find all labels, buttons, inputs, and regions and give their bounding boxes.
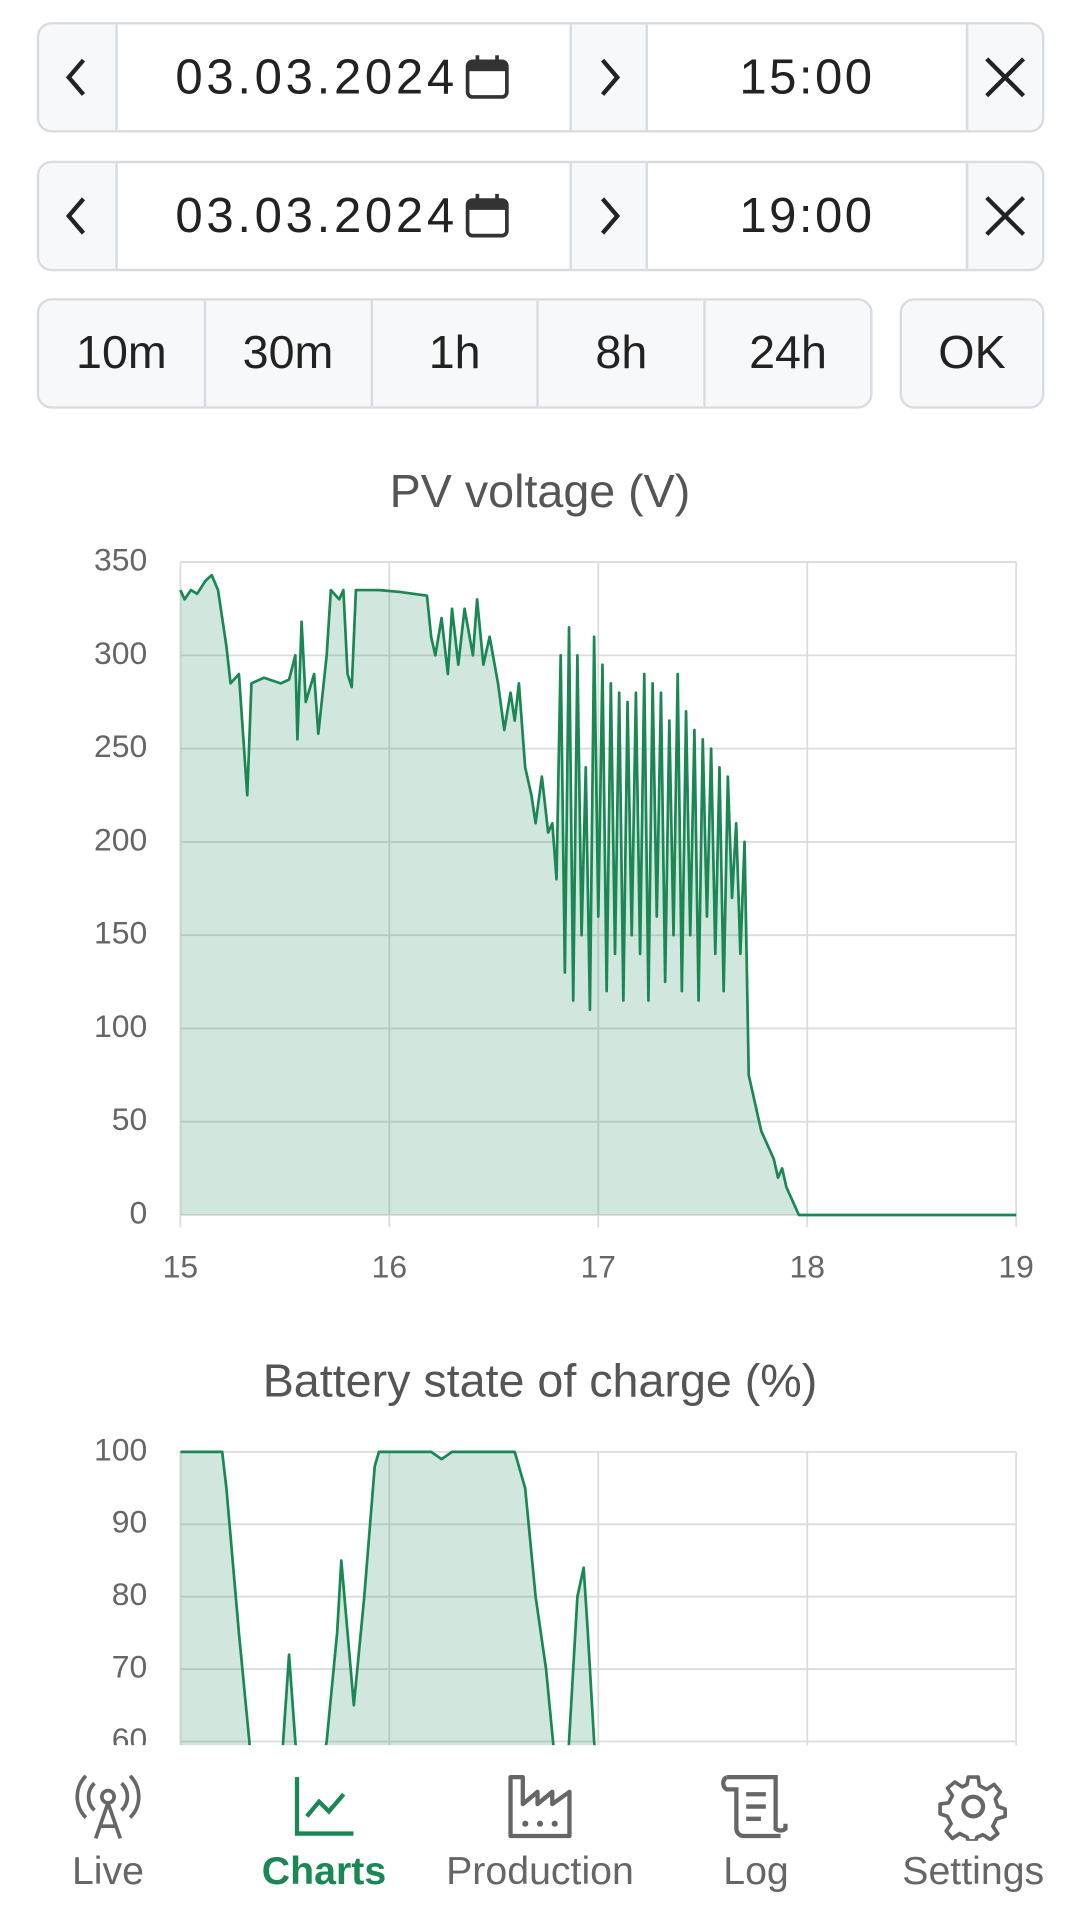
prev-day[interactable] [39, 163, 116, 269]
start-picker: 03.03.2024 15:00 [36, 22, 1045, 133]
bottom-nav: Live Charts Production Log Settings [0, 1745, 1080, 1920]
y-tick-label: 90 [112, 1504, 147, 1540]
next-day[interactable] [569, 24, 646, 131]
y-tick-label: 100 [94, 1008, 147, 1044]
end-picker: 03.03.2024 19:00 [36, 160, 1045, 272]
nav-label: Log [723, 1848, 789, 1893]
y-tick-label: 200 [94, 821, 147, 857]
range-button[interactable]: 1h [370, 300, 537, 407]
y-tick-label: 70 [112, 1649, 147, 1685]
x-tick-label: 18 [789, 1248, 824, 1284]
range-button[interactable]: 10m [39, 300, 204, 407]
area-fill [180, 575, 1017, 1215]
y-tick-label: 300 [94, 635, 147, 671]
date-text: 03.03.2024 [175, 49, 458, 104]
time-text: 15:00 [739, 49, 875, 104]
x-tick-label: 15 [163, 1248, 198, 1284]
y-tick-label: 0 [130, 1194, 148, 1230]
clear[interactable] [965, 163, 1042, 269]
nav-label: Charts [261, 1848, 387, 1893]
date-input[interactable]: 03.03.2024 [115, 24, 569, 131]
y-tick-label: 250 [94, 728, 147, 764]
y-tick-label: 80 [112, 1576, 147, 1612]
date-input[interactable]: 03.03.2024 [115, 163, 569, 269]
range-buttons: 10m 30m 1h 8h 24h [36, 298, 873, 409]
y-tick-label: 350 [94, 542, 147, 578]
range-button[interactable]: 30m [203, 300, 371, 407]
nav-item[interactable]: Settings [865, 1745, 1080, 1893]
nav-item[interactable]: Production [432, 1745, 648, 1893]
nav-label: Production [446, 1848, 634, 1893]
ok-group: OK [899, 298, 1045, 409]
time-text: 19:00 [739, 188, 875, 243]
chart-title: Battery state of charge (%) [263, 1355, 818, 1407]
y-tick-label: 150 [94, 915, 147, 951]
line [179, 573, 1017, 1217]
range-button[interactable]: 24h [703, 300, 871, 407]
chart-title: PV voltage (V) [390, 465, 691, 517]
clear[interactable] [965, 24, 1042, 131]
range-button[interactable]: 8h [536, 300, 704, 407]
nav-item[interactable]: Charts [216, 1745, 432, 1893]
x-tick-label: 17 [581, 1248, 616, 1284]
nav-label: Settings [902, 1848, 1045, 1893]
next-day[interactable] [569, 163, 646, 269]
nav-item[interactable]: Live [0, 1745, 216, 1893]
time-input[interactable]: 19:00 [645, 163, 966, 269]
time-input[interactable]: 15:00 [645, 24, 966, 131]
y-tick-label: 50 [112, 1101, 147, 1137]
date-text: 03.03.2024 [175, 188, 458, 243]
prev-day[interactable] [39, 24, 116, 131]
ok-button[interactable]: OK [902, 300, 1042, 407]
x-tick-label: 16 [372, 1248, 407, 1284]
nav-label: Live [71, 1848, 145, 1893]
nav-item[interactable]: Log [648, 1745, 864, 1893]
x-tick-label: 19 [998, 1248, 1033, 1284]
y-tick-label: 100 [94, 1431, 147, 1467]
